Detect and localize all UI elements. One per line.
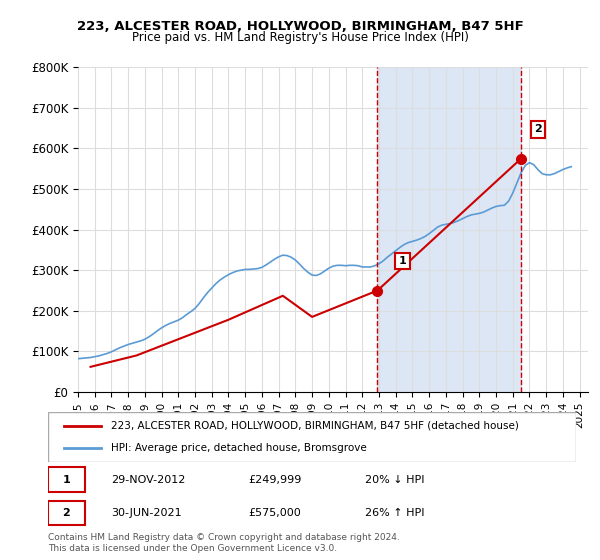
- Text: £575,000: £575,000: [248, 508, 301, 518]
- Text: 30-JUN-2021: 30-JUN-2021: [112, 508, 182, 518]
- Text: HPI: Average price, detached house, Bromsgrove: HPI: Average price, detached house, Brom…: [112, 443, 367, 453]
- Text: 223, ALCESTER ROAD, HOLLYWOOD, BIRMINGHAM, B47 5HF: 223, ALCESTER ROAD, HOLLYWOOD, BIRMINGHA…: [77, 20, 523, 32]
- Text: £249,999: £249,999: [248, 475, 302, 484]
- Text: Price paid vs. HM Land Registry's House Price Index (HPI): Price paid vs. HM Land Registry's House …: [131, 31, 469, 44]
- Text: 1: 1: [62, 475, 70, 484]
- Bar: [377, 67, 521, 392]
- Text: 29-NOV-2012: 29-NOV-2012: [112, 475, 186, 484]
- Text: 2: 2: [62, 508, 70, 518]
- Text: 223, ALCESTER ROAD, HOLLYWOOD, BIRMINGHAM, B47 5HF (detached house): 223, ALCESTER ROAD, HOLLYWOOD, BIRMINGHA…: [112, 421, 519, 431]
- Text: 26% ↑ HPI: 26% ↑ HPI: [365, 508, 424, 518]
- Text: 1: 1: [398, 256, 406, 266]
- Text: 20% ↓ HPI: 20% ↓ HPI: [365, 475, 424, 484]
- FancyBboxPatch shape: [48, 412, 576, 462]
- Text: 2: 2: [534, 124, 542, 134]
- FancyBboxPatch shape: [48, 468, 85, 492]
- FancyBboxPatch shape: [48, 501, 85, 525]
- Text: Contains HM Land Registry data © Crown copyright and database right 2024.
This d: Contains HM Land Registry data © Crown c…: [48, 533, 400, 553]
